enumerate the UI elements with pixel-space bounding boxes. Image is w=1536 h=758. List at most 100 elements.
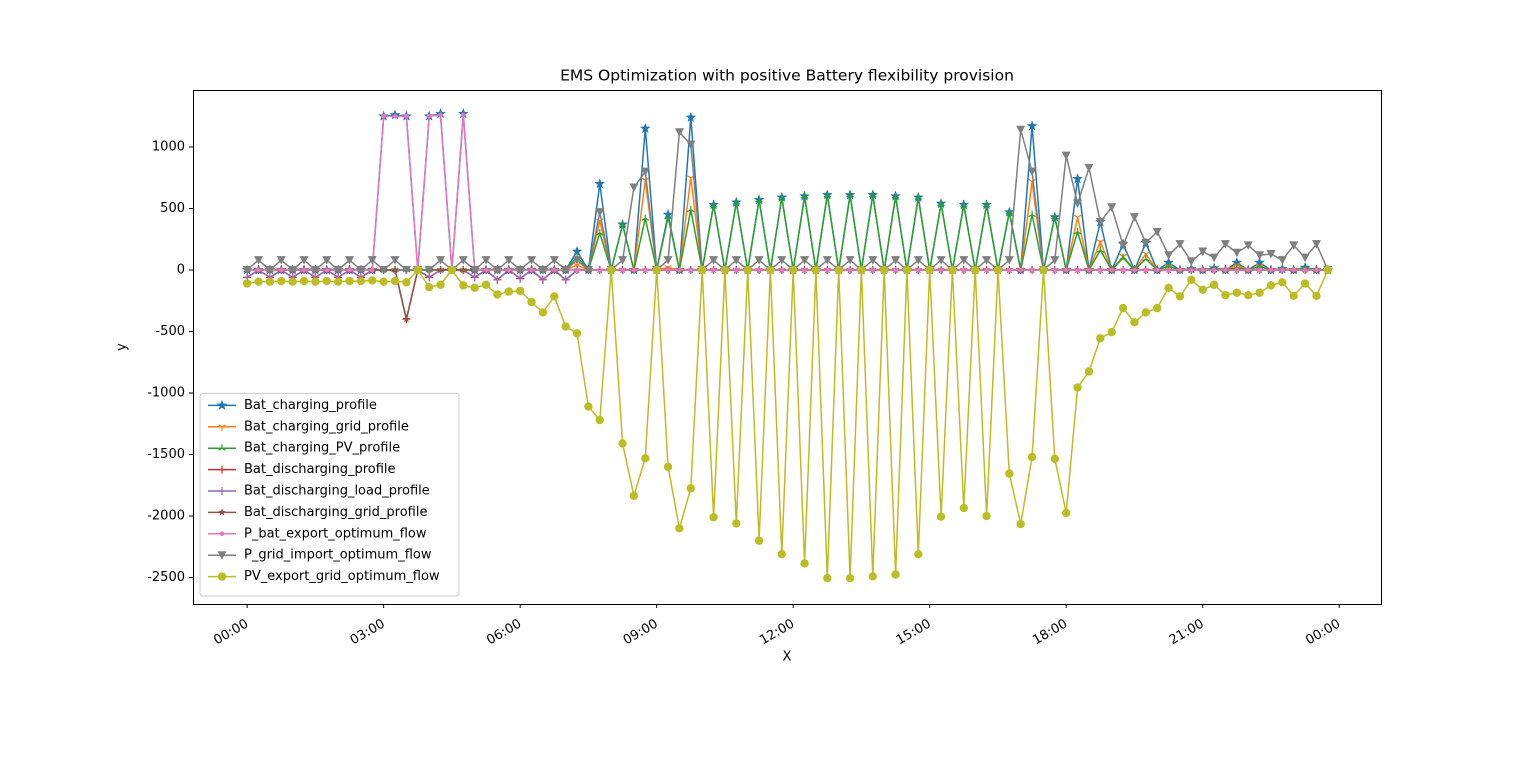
legend-label: Bat_charging_PV_profile [244, 441, 400, 456]
data-point [333, 277, 343, 286]
data-point [481, 280, 491, 289]
data-point [392, 113, 398, 119]
data-point [424, 265, 434, 275]
data-point [1004, 256, 1014, 265]
data-point [1119, 253, 1127, 261]
data-point [242, 279, 252, 288]
data-point [777, 549, 787, 559]
data-point [549, 256, 559, 265]
legend-marker [218, 465, 226, 474]
data-point [641, 214, 650, 221]
data-point [1098, 267, 1103, 273]
data-point [597, 267, 603, 273]
data-point [1312, 291, 1321, 301]
data-point [390, 265, 400, 274]
data-point [1175, 292, 1185, 301]
data-point [1096, 334, 1105, 343]
data-point [734, 267, 739, 273]
y-tick-label: -500 [155, 324, 185, 339]
data-point [1232, 288, 1242, 297]
data-point [1187, 275, 1196, 285]
data-point [401, 265, 411, 275]
data-point [756, 267, 762, 273]
data-point [595, 415, 604, 425]
data-point [982, 256, 992, 265]
data-point [356, 276, 366, 286]
data-point [1186, 257, 1196, 266]
x-axis-label: X [783, 650, 792, 665]
data-point [413, 265, 422, 275]
data-point [1175, 240, 1185, 249]
data-point [652, 265, 661, 275]
data-point [1189, 267, 1194, 273]
data-point [732, 519, 741, 528]
data-point [631, 267, 637, 273]
legend-marker [218, 424, 226, 431]
y-axis-label: y [115, 343, 130, 351]
data-point [345, 256, 355, 265]
data-point [665, 267, 671, 273]
data-point [1096, 239, 1105, 246]
data-point [1072, 173, 1083, 184]
data-point [1154, 267, 1160, 273]
data-point [426, 113, 432, 119]
data-point [687, 205, 695, 213]
data-point [711, 267, 716, 273]
data-point [663, 256, 673, 265]
legend-label: Bat_charging_profile [244, 398, 377, 413]
data-point [527, 256, 537, 265]
data-point [427, 273, 432, 282]
data-point [1311, 240, 1321, 249]
data-point [551, 267, 557, 273]
data-point [594, 178, 606, 189]
legend-label: P_grid_import_optimum_flow [244, 548, 432, 563]
data-point [1280, 267, 1285, 273]
data-point [902, 265, 912, 275]
legend-label: Bat_charging_grid_profile [244, 419, 409, 434]
data-point [936, 512, 946, 521]
data-point [322, 276, 331, 286]
data-point [515, 265, 525, 275]
data-point [686, 140, 696, 150]
data-point [1266, 249, 1276, 259]
data-point [1063, 267, 1069, 273]
data-point [1129, 213, 1139, 222]
data-point [322, 256, 332, 265]
legend-marker [217, 572, 227, 581]
data-point [1232, 248, 1242, 258]
data-point [1016, 125, 1026, 135]
data-point [936, 256, 946, 265]
data-point [1209, 253, 1219, 263]
data-point [470, 283, 479, 293]
data-point [1198, 247, 1208, 257]
data-point [436, 265, 445, 274]
data-point [584, 402, 593, 411]
data-point [1073, 199, 1083, 209]
y-tick-label: 0 [177, 262, 185, 277]
data-point [1005, 469, 1014, 478]
data-point [914, 193, 923, 200]
data-point [447, 265, 457, 275]
data-point [481, 256, 491, 265]
legend-marker [218, 444, 226, 451]
data-point [1211, 267, 1217, 273]
data-point [1026, 120, 1038, 131]
data-point [1007, 267, 1012, 273]
data-point [1323, 265, 1333, 275]
legend-label: PV_export_grid_optimum_flow [244, 569, 440, 584]
data-point [459, 281, 468, 290]
data-point [1244, 291, 1253, 300]
legend-marker [217, 551, 227, 560]
data-point [515, 286, 525, 296]
data-point [1255, 288, 1264, 297]
data-point [506, 267, 512, 273]
data-point [971, 265, 980, 275]
data-point [982, 200, 991, 208]
data-point [404, 113, 409, 119]
data-point [1268, 267, 1274, 273]
data-point [402, 278, 411, 287]
data-point [495, 275, 500, 284]
data-point [1107, 203, 1117, 212]
